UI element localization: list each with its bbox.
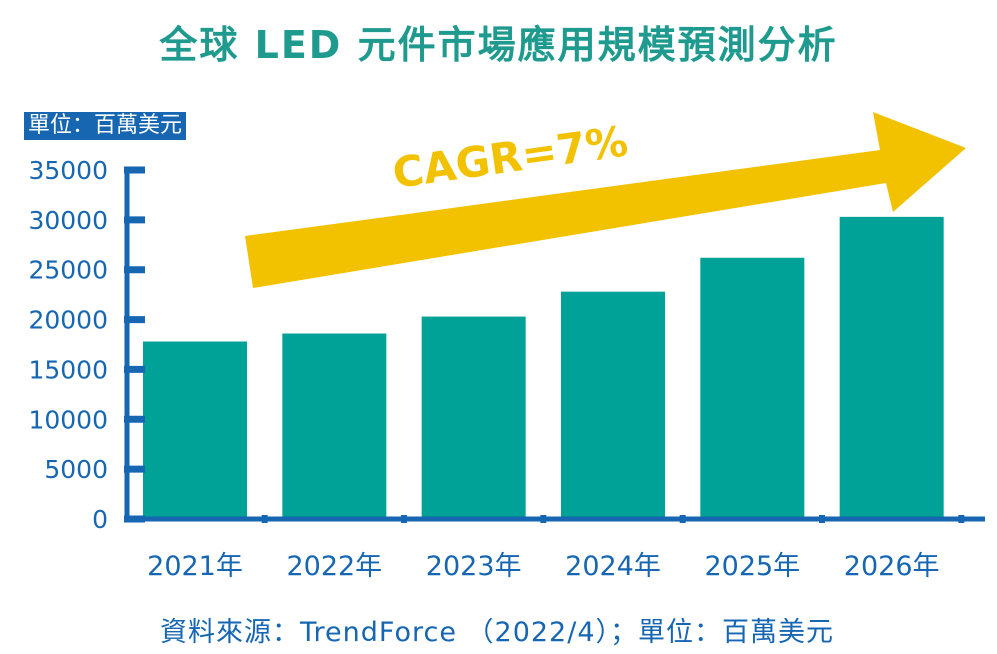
bar-2024年 [561, 291, 665, 519]
y-tick-label: 20000 [28, 306, 108, 335]
x-tick-label: 2023年 [426, 551, 522, 582]
x-tick-label: 2025年 [704, 551, 800, 582]
y-tick-label: 30000 [28, 206, 108, 235]
y-tick-label: 10000 [28, 405, 108, 434]
y-tick-label: 5000 [44, 455, 108, 484]
x-tick-label: 2021年 [147, 551, 243, 582]
y-tick-label: 0 [92, 505, 108, 534]
bar-2025年 [700, 257, 805, 519]
bar-2021年 [143, 341, 247, 519]
bar-2022年 [282, 333, 387, 519]
y-tick-label: 25000 [28, 256, 108, 285]
unit-badge: 單位：百萬美元 [24, 112, 187, 140]
source-note: 資料來源：TrendForce （2022/4）；單位：百萬美元 [160, 617, 835, 648]
cagr-annotation: CAGR=7% [390, 116, 631, 197]
y-tick-label: 35000 [28, 156, 108, 185]
bar-2023年 [421, 316, 526, 519]
y-tick-label: 15000 [28, 355, 108, 384]
chart-title: 全球 LED 元件市場應用規模預測分析 [159, 23, 838, 67]
cagr-arrow [245, 112, 966, 288]
bar-2026年 [839, 216, 944, 519]
x-tick-label: 2024年 [565, 551, 661, 582]
x-tick-label: 2026年 [844, 551, 940, 582]
x-tick-label: 2022年 [286, 551, 382, 582]
